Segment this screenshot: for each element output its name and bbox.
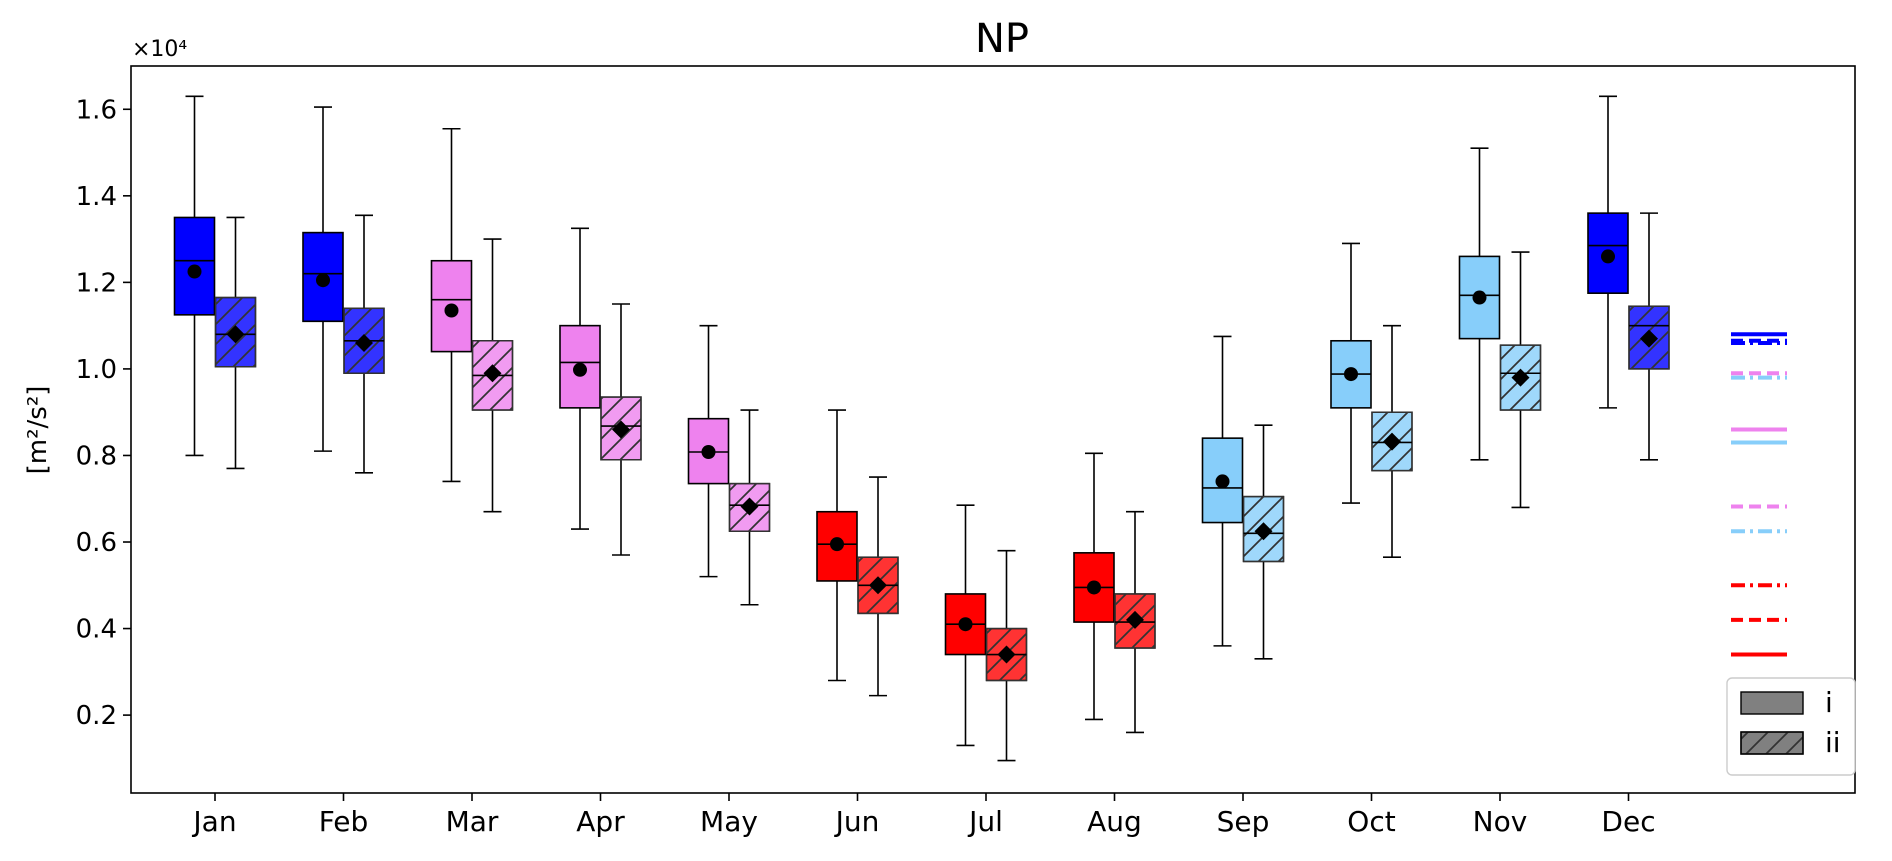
mean-marker [1511,368,1530,387]
mean-marker [1215,474,1230,489]
mean-marker [1126,610,1144,629]
box-i [430,259,473,353]
x-tick-label: Feb [319,805,369,838]
x-tick-label: Jul [967,805,1003,838]
box-hatch [728,482,771,532]
y-tick-label: 0.6 [76,528,117,558]
mean-marker [869,576,887,595]
y-tick-label: 0.8 [76,441,117,471]
mean-marker [444,303,459,318]
mean-marker [483,364,502,383]
mean-marker [830,537,844,552]
mean-marker [997,645,1016,664]
mean-marker [1087,580,1101,595]
mean-marker [1254,522,1273,541]
plot-frame [130,65,1856,794]
mean-marker [1640,329,1658,348]
mean-marker [316,273,330,288]
x-tick-label: Dec [1601,805,1655,838]
mean-marker [187,264,202,279]
x-tick-label: Nov [1473,805,1528,838]
y-tick-label: 1.6 [76,95,117,125]
chart-title: NP [975,16,1029,62]
mean-marker [1601,249,1615,264]
legend-swatch-hatch [1740,731,1804,755]
mean-marker [701,445,716,460]
x-tick-label: May [700,805,758,838]
x-tick-label: Jun [834,805,880,838]
mean-marker [1344,367,1358,382]
x-tick-label: Jan [191,805,236,838]
x-tick-label: Aug [1087,805,1142,838]
y-tick-label: 1.2 [76,268,117,298]
mean-marker [958,617,973,632]
y-tick-label: 1.0 [76,355,117,385]
x-tick-label: Apr [576,805,625,838]
plot-area: 0.2 0.4 0.6 0.8 1.0 1.2 1.4 1.6 Jan Feb Mar Apr May J… [76,65,1856,838]
mean-marker [226,325,245,344]
mean-marker [1383,432,1401,451]
y-tick-label: 1.4 [76,182,117,212]
legend-label: ii [1825,726,1841,759]
y-tick-label: 0.2 [76,701,117,731]
x-tick-label: Mar [446,805,499,838]
mean-marker [740,497,759,516]
y-axis-multiplier: ×10⁴ [132,37,187,62]
y-tick-label: 0.4 [76,615,117,645]
mean-marker [573,362,587,377]
mean-marker [612,420,630,439]
legend-label: i [1825,686,1833,719]
mean-marker [355,333,373,352]
mean-marker [1472,290,1487,305]
x-tick-label: Sep [1217,805,1270,838]
x-tick-label: Oct [1347,805,1395,838]
legend-swatch [1740,691,1804,715]
y-axis-label: [m²/s²] [23,386,53,475]
